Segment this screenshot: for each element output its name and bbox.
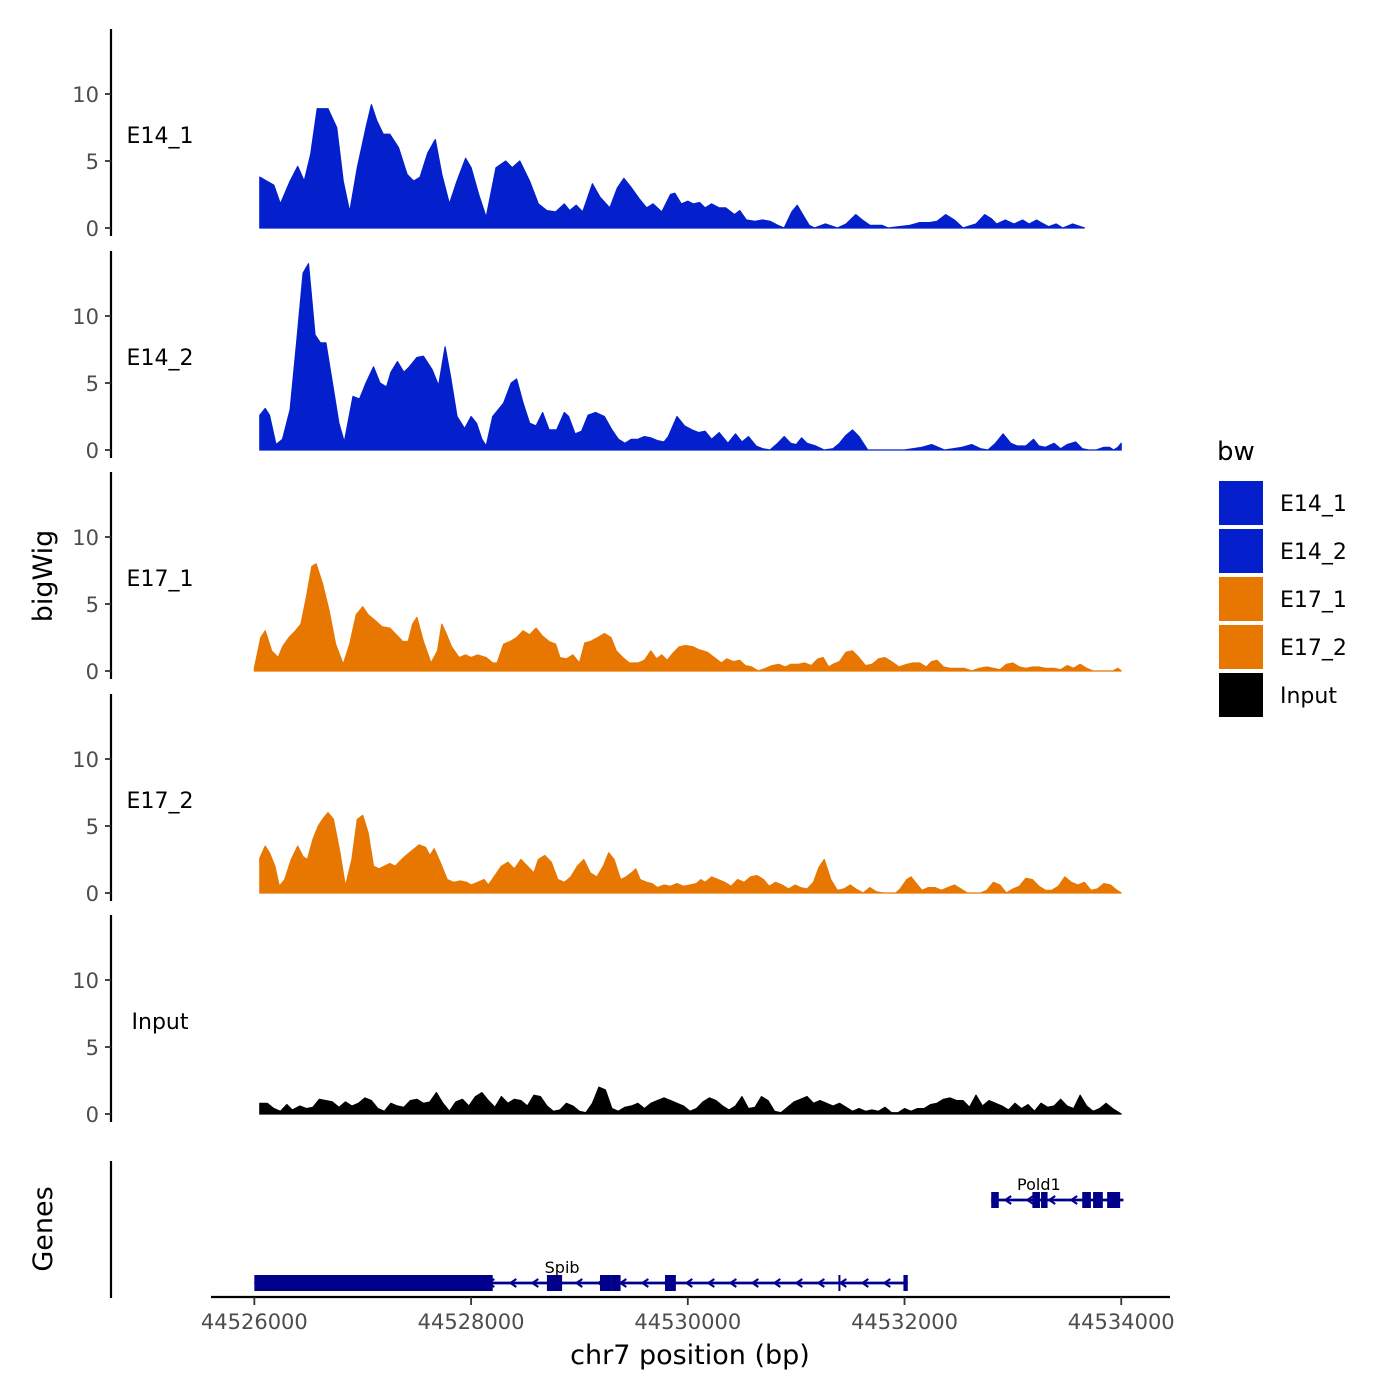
track-label: E17_2	[127, 789, 194, 814]
x-tick-label: 44526000	[201, 1310, 308, 1334]
exon	[611, 1275, 621, 1291]
signal-area-e17-2	[259, 812, 1122, 894]
x-tick-label: 44530000	[634, 1310, 741, 1334]
track-e17-1: 0 5 10 E17_1	[72, 472, 1122, 684]
x-tick-label: 44532000	[851, 1310, 958, 1334]
y-tick-label: 10	[72, 969, 99, 993]
strand-arrow	[1003, 1195, 1012, 1205]
y-tick-label: 10	[72, 748, 99, 772]
track-input: 0 5 10 Input	[72, 915, 1122, 1127]
exon	[1041, 1192, 1048, 1208]
strand-arrow	[728, 1278, 737, 1288]
track-label: E14_1	[127, 124, 194, 149]
exon	[254, 1275, 493, 1291]
y-tick-label: 0	[86, 882, 99, 906]
legend-swatch	[1217, 671, 1265, 719]
y-tick-label: 0	[86, 439, 99, 463]
strand-arrow	[508, 1278, 517, 1288]
signal-area-e17-1	[253, 563, 1122, 672]
strand-arrow	[772, 1278, 781, 1288]
strand-arrow	[860, 1278, 869, 1288]
y-tick-label: 0	[86, 660, 99, 684]
strand-arrow	[882, 1278, 891, 1288]
genes-axis-title: Genes	[28, 1186, 59, 1271]
strand-arrow	[816, 1278, 825, 1288]
exon	[600, 1275, 612, 1291]
track-label: E14_2	[127, 346, 194, 371]
legend-item-e17-1: E17_1	[1217, 575, 1347, 623]
strand-arrow	[706, 1278, 715, 1288]
y-tick-label: 5	[86, 593, 99, 617]
track-e14-2: 0 5 10 E14_2	[72, 251, 1122, 463]
y-tick-label: 0	[86, 1103, 99, 1127]
gene-spib: Spib	[254, 1258, 908, 1291]
y-tick-label: 5	[86, 1036, 99, 1060]
legend-label: E17_2	[1280, 636, 1347, 661]
legend-swatch	[1217, 479, 1265, 527]
genes-layer: Pold1 Spib	[109, 1161, 1124, 1298]
y-tick-label: 10	[72, 526, 99, 550]
exon	[903, 1275, 908, 1291]
track-e14-1: 0 5 10 E14_1	[72, 29, 1085, 241]
track-e17-2: 0 5 10 E17_2	[72, 694, 1122, 906]
legend-label: E14_2	[1280, 540, 1347, 565]
strand-arrow	[1047, 1195, 1056, 1205]
exon	[1082, 1192, 1091, 1208]
strand-arrow	[640, 1278, 649, 1288]
tracks-layer: 0 5 10 E14_1 0 5 10 E14_2 0 5 10 E17_1 0 5 10 E17_2 0 5 10…	[72, 29, 1122, 1127]
y-tick-label: 10	[72, 83, 99, 107]
exon	[991, 1192, 999, 1208]
y-tick-label: 5	[86, 150, 99, 174]
strand-arrow	[1069, 1195, 1078, 1205]
signal-area-input	[259, 1086, 1122, 1115]
exon	[1093, 1192, 1103, 1208]
legend-label: E17_1	[1280, 588, 1347, 613]
strand-arrow	[750, 1278, 759, 1288]
exon	[1032, 1192, 1040, 1208]
legend-swatch	[1217, 527, 1265, 575]
track-label: E17_1	[127, 567, 194, 592]
gene-label: Pold1	[1017, 1175, 1061, 1194]
gene-pold1: Pold1	[991, 1175, 1124, 1208]
x-axis-title: chr7 position (bp)	[570, 1340, 810, 1371]
legend-item-e14-1: E14_1	[1217, 479, 1347, 527]
y-tick-label: 0	[86, 217, 99, 241]
exon	[546, 1275, 563, 1291]
x-tick-label: 44528000	[418, 1310, 525, 1334]
exon	[1107, 1192, 1121, 1208]
legend-item-e17-2: E17_2	[1217, 623, 1347, 671]
strand-arrow	[574, 1278, 583, 1288]
x-axis: 44526000 44528000 44530000 44532000 44534000	[201, 1295, 1175, 1334]
strand-arrow	[794, 1278, 803, 1288]
x-tick-label: 44534000	[1068, 1310, 1175, 1334]
y-tick-label: 5	[86, 815, 99, 839]
gene-label: Spib	[545, 1258, 580, 1277]
strand-arrow	[1025, 1195, 1034, 1205]
legend-label: E14_1	[1280, 492, 1347, 517]
signal-area-e14-1	[259, 104, 1085, 229]
track-label: Input	[132, 1010, 189, 1035]
strand-arrow	[684, 1278, 693, 1288]
legend-swatch	[1217, 575, 1265, 623]
legend-item-input: Input	[1217, 671, 1337, 719]
legend-title: bw	[1217, 437, 1255, 467]
exon	[665, 1275, 676, 1291]
y-tick-label: 5	[86, 372, 99, 396]
strand-arrow	[530, 1278, 539, 1288]
legend-label: Input	[1280, 684, 1337, 709]
exon	[838, 1275, 841, 1291]
legend-swatch	[1217, 623, 1265, 671]
legend-item-e14-2: E14_2	[1217, 527, 1347, 575]
y-tick-label: 10	[72, 305, 99, 329]
legend: bw E14_1 E14_2 E17_1 E17_2 Input	[1217, 437, 1347, 719]
signal-area-e14-2	[259, 263, 1122, 451]
y-axis-title: bigWig	[28, 530, 59, 623]
